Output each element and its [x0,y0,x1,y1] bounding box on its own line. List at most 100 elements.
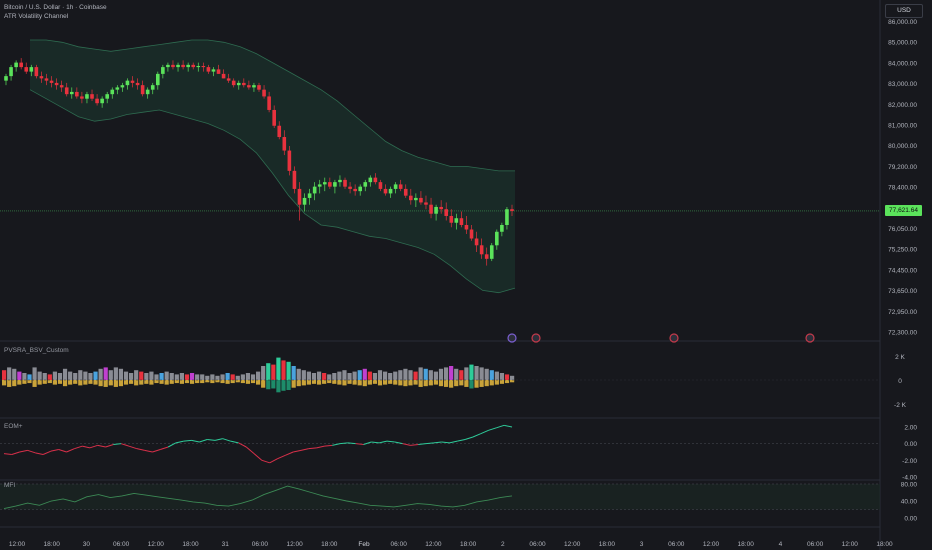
eom-line-segment [35,452,44,455]
symbol-title: Bitcoin / U.S. Dollar · 1h · Coinbase [4,4,107,11]
volume-bar [449,366,454,380]
volume-bar [159,373,164,380]
volume-bar [12,368,17,380]
eom-line-segment [402,443,411,446]
volume-bar-negative [438,380,444,387]
volume-bar-negative [388,380,393,384]
volume-bar [189,373,195,380]
time-axis-label: 30 [83,541,91,548]
volume-bar-negative [123,380,129,385]
time-axis-label: 4 [779,541,783,548]
volume-bar-negative [113,380,118,387]
time-axis-label: 18:00 [876,541,893,548]
volume-bar-negative [93,380,98,385]
candle-body [353,188,357,192]
volume-bar-negative [337,380,342,385]
volume-bar [179,373,184,380]
volume-bar-negative [327,380,332,384]
volume-bar [184,374,190,380]
eom-axis-label: -4.00 [902,475,917,482]
eom-line-segment [410,444,419,446]
candle-body [307,193,312,198]
mfi-axis-label: 0.00 [904,516,917,523]
eom-line-segment [222,438,231,442]
candle-body [161,67,165,74]
mfi-band [0,484,880,510]
eom-line-segment [379,440,388,444]
volume-bar [98,368,103,380]
atr-channel-upper-line [30,39,515,172]
candle-body [9,67,13,77]
time-axis-label: 06:00 [113,541,130,548]
candle-body [454,218,459,223]
volume-bar [266,363,271,380]
candle-body [287,150,292,171]
time-axis-label: 12:00 [425,541,442,548]
volume-bar-negative [245,380,251,384]
volume-bar-negative [418,380,423,387]
volume-bar [438,368,444,380]
volume-bar-negative [139,380,144,385]
candle-body [459,218,464,225]
volume-bar-negative [149,380,154,385]
volume-bar [27,374,32,380]
candle-body [4,76,8,81]
volume-bar-negative [98,380,103,387]
eom-line-segment [261,459,270,464]
time-axis-label: 31 [222,541,230,548]
volume-bar [454,368,459,380]
candle-body [348,186,352,189]
volume-bar [296,368,301,380]
volume-bar-negative [17,380,22,385]
volume-bar-negative [22,380,27,384]
candle-body [69,91,74,95]
price-axis-label: 80,000.00 [888,143,917,150]
candle-body [312,186,317,194]
volume-bar-negative [332,380,337,384]
volume-bar [494,371,499,380]
currency-button[interactable]: USD [885,4,923,18]
volume-bar-negative [154,380,159,384]
volume-bar-negative [174,380,179,384]
volume-bar [357,370,362,380]
volume-bar [245,373,251,380]
price-axis-label: 75,250.00 [888,247,917,254]
volume-bar-negative [449,380,454,388]
volume-bar-negative [57,380,63,384]
eom-line-segment [136,448,145,451]
candle-body [429,204,433,214]
time-axis-label: 12:00 [564,541,581,548]
eom-line-segment [214,438,223,441]
candle-body [186,64,190,68]
candle-body [277,125,282,138]
volume-bar [73,373,78,380]
candle-body [272,109,276,126]
volume-bar-negative [454,380,459,387]
candle-body [115,87,120,90]
volume-bar [383,371,388,380]
eom-line-segment [160,446,169,450]
volume-bar [32,367,37,380]
price-axis-label: 79,200.00 [888,164,917,171]
volume-bar [261,366,266,380]
volume-bar [372,373,378,380]
volume-bar-negative [357,380,362,386]
candle-body [383,188,388,194]
time-axis-label: 06:00 [807,541,824,548]
time-axis-label: 12:00 [286,541,303,548]
volume-bar-negative [469,380,474,389]
volume-bar-negative [459,380,464,386]
eom-line-segment [300,448,309,451]
candle-body [317,184,322,187]
volume-bar [322,373,327,380]
price-axis-label: 72,300.00 [888,330,917,337]
volume-bar [443,367,449,380]
volume-bar [250,374,256,380]
candle-body [424,202,428,205]
volume-bar [367,371,372,380]
candle-body [409,195,413,201]
volume-bar-negative [281,380,286,391]
volume-bar [205,375,210,380]
time-axis-label: 18:00 [321,541,338,548]
